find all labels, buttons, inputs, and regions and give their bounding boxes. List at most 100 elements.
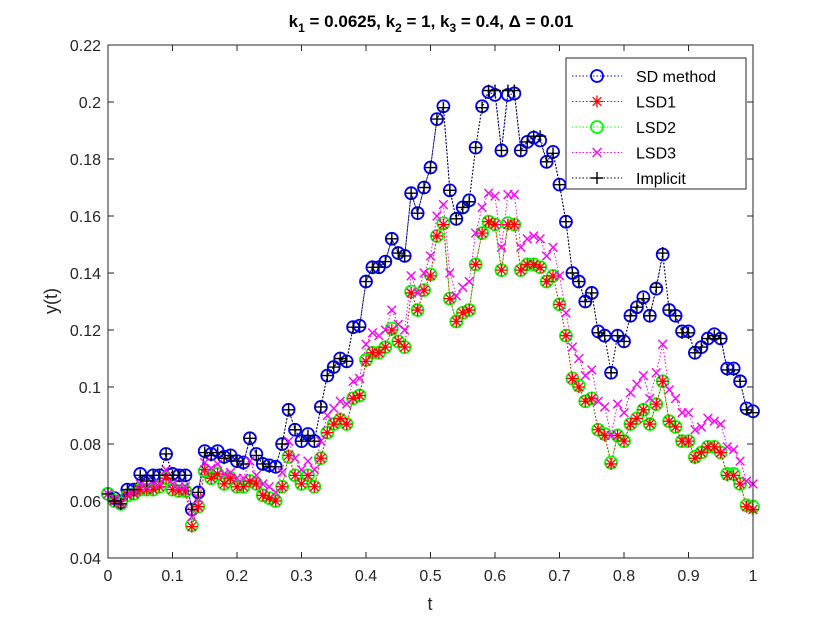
legend-entry: LSD3 [572, 146, 676, 163]
data-point [624, 309, 637, 322]
data-point [445, 268, 455, 278]
data-point [463, 195, 476, 208]
data-point [231, 455, 243, 468]
x-tick-label: 0.5 [419, 568, 441, 585]
data-point [483, 188, 494, 199]
data-point [722, 442, 733, 452]
x-tick-label: 0.7 [548, 568, 570, 585]
data-point [630, 412, 643, 425]
data-point [282, 449, 295, 462]
data-point [508, 218, 521, 231]
x-tick-label: 0.1 [161, 568, 183, 585]
data-point [192, 500, 205, 513]
data-point [147, 483, 160, 496]
data-point [243, 432, 256, 445]
data-point [411, 304, 424, 317]
x-tick-label: 0.6 [484, 568, 506, 585]
data-point [405, 187, 418, 200]
data-point [140, 483, 153, 496]
data-point [489, 84, 501, 97]
data-point [327, 361, 340, 374]
data-point [688, 452, 701, 465]
data-point [714, 332, 727, 345]
data-point [392, 335, 405, 348]
y-tick-label: 0.06 [70, 494, 101, 511]
data-point [695, 341, 708, 354]
data-point [669, 309, 682, 322]
series-lsd1 [102, 215, 759, 533]
series-layer [101, 84, 760, 533]
data-point [108, 495, 121, 507]
data-point [321, 426, 334, 439]
data-point [211, 467, 224, 480]
data-point [709, 416, 720, 427]
data-point [592, 423, 605, 436]
data-point [591, 95, 603, 108]
data-point [295, 477, 308, 490]
data-point [327, 418, 340, 431]
data-point [206, 463, 217, 474]
data-point [308, 435, 321, 448]
data-point [179, 469, 192, 482]
data-point [250, 477, 263, 490]
data-point [567, 342, 578, 352]
data-point [438, 199, 449, 210]
data-point [140, 475, 153, 488]
data-point [456, 306, 469, 319]
data-point [695, 446, 708, 459]
data-point [296, 464, 307, 475]
data-point [644, 393, 655, 404]
data-point [269, 460, 282, 473]
series-line [107, 192, 754, 519]
data-point [495, 144, 508, 157]
data-point [198, 463, 211, 476]
legend-label: LSD2 [636, 120, 676, 137]
data-point [160, 472, 173, 485]
data-point [637, 403, 650, 416]
data-point [335, 396, 346, 407]
data-point [340, 418, 353, 431]
data-point [574, 353, 584, 364]
data-point [740, 500, 753, 513]
data-point [276, 438, 289, 450]
data-point [701, 440, 714, 453]
data-point [432, 211, 442, 221]
data-point [443, 184, 456, 197]
data-point [611, 329, 624, 342]
data-point [514, 144, 527, 157]
data-point [469, 141, 482, 154]
data-point [316, 436, 326, 446]
data-point [663, 415, 676, 428]
y-tick-label: 0.18 [70, 152, 101, 169]
data-point [418, 181, 431, 194]
data-point [321, 369, 334, 382]
data-point [590, 120, 604, 134]
data-point [251, 470, 262, 481]
data-point [360, 355, 372, 368]
legend-label: LSD1 [636, 95, 676, 112]
data-point [688, 346, 701, 359]
data-point [590, 69, 604, 83]
data-point [160, 447, 173, 460]
data-point [624, 418, 637, 431]
legend-entry: LSD2 [572, 120, 676, 137]
data-point [277, 467, 287, 478]
data-point [540, 155, 553, 168]
data-point [301, 429, 314, 442]
data-point [656, 247, 669, 260]
data-point [185, 503, 198, 516]
data-point [360, 275, 372, 288]
data-point [205, 449, 218, 462]
data-point [153, 469, 166, 482]
data-point [406, 271, 416, 281]
data-point [419, 268, 429, 278]
legend-entry: SD method [572, 69, 716, 86]
data-point [114, 497, 127, 510]
data-point [218, 452, 231, 465]
data-point [630, 301, 643, 314]
data-point [592, 147, 602, 158]
data-point [451, 290, 462, 301]
data-point [619, 407, 629, 418]
x-tick-label: 0.4 [355, 568, 377, 585]
